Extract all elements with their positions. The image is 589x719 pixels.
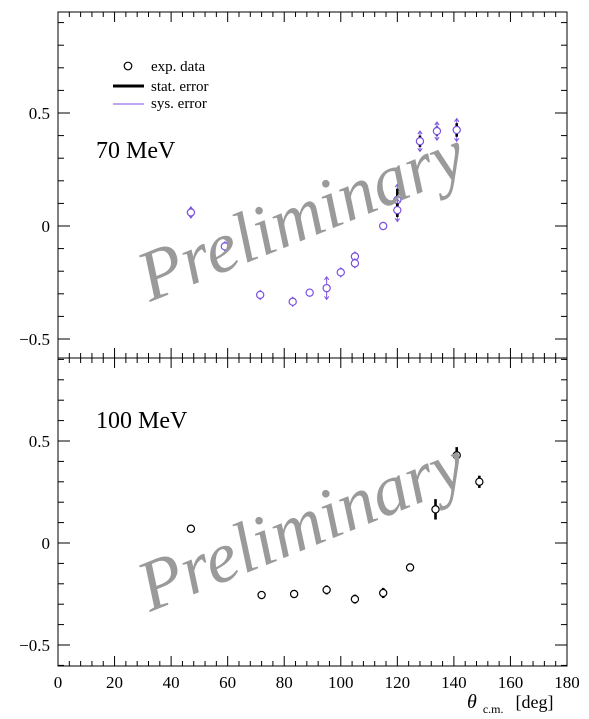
x-tick-label-120: 120 (385, 673, 411, 692)
x-axis-unit: [deg] (516, 692, 554, 712)
sys-cap-down-top-11 (394, 218, 400, 223)
legend-stat-label: stat. error (151, 79, 208, 95)
legend-marker-icon (123, 61, 133, 71)
sys-cap-up-top-11 (394, 198, 400, 203)
data-point-bottom-1 (257, 590, 266, 600)
sys-cap-down-top-14 (454, 137, 460, 143)
x-tick-label-160: 160 (498, 673, 524, 692)
data-point-bottom-4 (350, 594, 360, 604)
data-point-bottom-3 (322, 585, 331, 595)
legend: exp. data stat. error sys. error (113, 59, 208, 112)
legend-exp-label: exp. data (151, 59, 205, 75)
data-point-bottom-5 (378, 588, 388, 598)
bottom-panel-points (186, 447, 484, 604)
x-tick-label-0: 0 (54, 673, 63, 692)
data-point-top-14 (452, 125, 461, 135)
x-axis-subscript: c.m. (483, 702, 504, 716)
watermark-bottom: Preliminary (125, 423, 476, 627)
energy-label-top: 70 MeV (96, 138, 176, 164)
x-tick-label-20: 20 (106, 673, 123, 692)
data-point-top-13 (432, 126, 442, 136)
sys-cap-up-top-10 (394, 183, 400, 188)
data-point-top-6 (336, 268, 345, 277)
data-point-top-2 (255, 290, 265, 300)
sys-cap-down-top-12 (417, 148, 423, 153)
y-tick-label-bottom-0: −0.5 (19, 636, 50, 655)
top-panel-y-tick-labels: −0.5 0 0.5 (19, 104, 50, 349)
data-point-top-4 (305, 288, 314, 297)
bottom-panel-y-tick-labels: −0.5 0 0.5 (19, 432, 50, 655)
data-point-bottom-9 (475, 477, 484, 486)
data-point-top-0 (186, 208, 196, 217)
energy-label-bottom: 100 MeV (96, 408, 188, 434)
data-point-bottom-2 (289, 589, 299, 599)
x-tick-label-40: 40 (163, 673, 180, 692)
top-panel-ticks (57, 12, 568, 358)
x-tick-label-60: 60 (219, 673, 236, 692)
data-point-top-8 (350, 259, 360, 268)
x-axis-symbol: θ (467, 691, 477, 713)
y-tick-label-bottom-2: 0.5 (29, 432, 50, 451)
data-point-bottom-8 (452, 451, 461, 460)
panel-bottom-frame (57, 357, 568, 667)
y-tick-label-top-2: 0.5 (29, 104, 50, 123)
x-tick-label-180: 180 (554, 673, 580, 692)
sys-cap-up-top-14 (454, 117, 460, 122)
sys-cap-up-top-12 (417, 130, 423, 135)
legend-sys-label: sys. error (151, 96, 207, 112)
data-point-top-1 (220, 242, 230, 251)
x-tick-label-140: 140 (441, 673, 467, 692)
y-tick-label-top-1: 0 (42, 217, 51, 236)
y-tick-label-bottom-1: 0 (42, 534, 51, 553)
sys-cap-up-top-5 (324, 276, 330, 281)
data-point-top-11 (393, 205, 402, 215)
watermark-top: Preliminary (125, 113, 476, 317)
data-point-top-3 (288, 297, 297, 306)
sys-cap-down-top-13 (434, 136, 440, 141)
y-tick-label-top-0: −0.5 (19, 330, 50, 349)
bottom-panel-ticks (57, 358, 568, 666)
x-tick-label-100: 100 (328, 673, 354, 692)
sys-cap-up-top-13 (434, 121, 440, 126)
top-panel-points (186, 117, 461, 308)
sys-cap-down-top-5 (324, 296, 330, 301)
data-point-bottom-7 (431, 505, 440, 514)
data-point-bottom-0 (186, 524, 196, 533)
data-point-bottom-6 (405, 563, 415, 572)
x-axis-title: θ c.m. [deg] (467, 691, 553, 717)
data-point-top-12 (415, 137, 425, 146)
x-tick-labels: 0 20 40 60 80 100 120 140 160 180 (54, 673, 580, 692)
x-tick-label-80: 80 (276, 673, 293, 692)
data-point-top-9 (378, 221, 388, 231)
data-point-top-5 (322, 283, 331, 293)
